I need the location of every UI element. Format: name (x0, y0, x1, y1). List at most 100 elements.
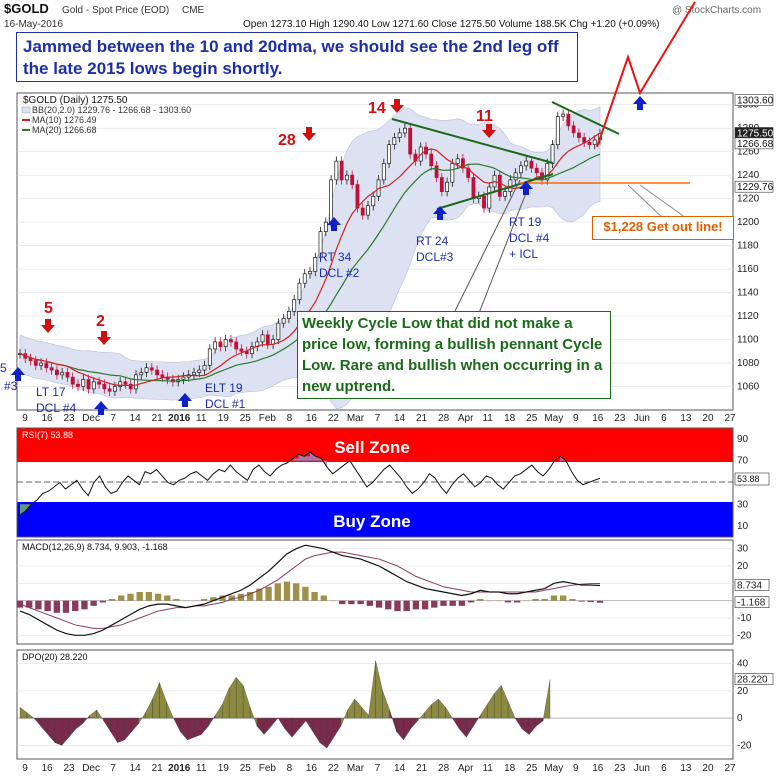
x-tick-label: 9 (22, 413, 28, 424)
x-tick-label: 18 (504, 413, 516, 424)
macd-value-label: -1.168 (737, 598, 766, 609)
marker-label-28: 28 (278, 132, 296, 149)
candle-body (149, 367, 154, 371)
dpo-tick-label: 40 (737, 659, 749, 670)
x-tick-label: 14 (394, 413, 406, 424)
header-name: Gold - Spot Price (EOD) (62, 5, 169, 16)
annotation-rt19: RT 19 (509, 215, 542, 229)
candle-body (524, 160, 529, 167)
candle-body (582, 137, 587, 143)
macd-hist-bar (513, 600, 521, 603)
candle-body (445, 181, 450, 192)
dpo-segment (270, 717, 279, 727)
weekly-cycle-callout: Weekly Cycle Low that did not make a pri… (297, 311, 611, 399)
candle-body (102, 383, 107, 390)
blue-up-arrow (94, 401, 108, 415)
dpo-axis-right: -20 0 20 40 28.220 (734, 659, 774, 751)
dpo-segment (54, 717, 62, 746)
rsi-value-label: 53.88 (737, 474, 760, 484)
header-date: 16-May-2016 (4, 19, 63, 30)
x-tick-label: 2016 (168, 763, 191, 774)
candle-body (545, 163, 550, 181)
candle-body (344, 174, 349, 181)
rsi-frame (16, 427, 734, 538)
candle-body (408, 127, 413, 155)
sell-zone-band (17, 428, 733, 462)
price-x-axis: 9 16 23 Dec 7 14 21 2016 11 19 25 Feb 8 16 22 Mar 7 14 21 2… (22, 413, 736, 424)
macd-hist-bar (173, 598, 180, 601)
candle-body (213, 341, 218, 350)
headline-text: Jammed between the 10 and 20dma, we shou… (23, 37, 559, 78)
annotation-icl: + ICL (509, 247, 538, 261)
x-tick-label: 11 (482, 413, 493, 424)
macd-hist-bar (320, 595, 327, 601)
macd-value-box (734, 579, 770, 591)
blue-up-arrow (633, 96, 647, 110)
x-tick-label: Apr (458, 763, 474, 774)
candle-body (207, 348, 212, 366)
candle-body (550, 144, 555, 164)
x-tick-label: 22 (328, 413, 340, 424)
candle-body (339, 160, 344, 181)
price-tick-label: 1200 (737, 217, 760, 228)
red-down-arrow (41, 319, 55, 333)
x-tick-label: 27 (724, 763, 736, 774)
x-tick-label: 21 (416, 763, 428, 774)
x-tick-label: 9 (22, 763, 28, 774)
macd-hist-bar (219, 595, 226, 601)
dpo-segment (445, 706, 453, 719)
macd-hist-bar (569, 598, 576, 601)
macd-hist-bar (486, 600, 493, 602)
x-tick-label: 11 (196, 763, 207, 774)
dpo-segment (508, 701, 516, 719)
candle-body (128, 383, 133, 390)
blue-up-arrow (519, 181, 533, 195)
macd-hist-bar (164, 595, 171, 601)
candle-body (281, 318, 286, 324)
x-tick-label: 11 (196, 413, 207, 424)
candle-body (86, 379, 91, 390)
header-exchange: CME (182, 5, 205, 16)
candle-body (76, 383, 80, 387)
macd-frame (16, 539, 734, 645)
macd-label: MACD(12,26,9) 8.734, 9.903, -1.168 (22, 542, 168, 552)
candle-body (350, 174, 355, 185)
macd-hist-bar (385, 600, 392, 610)
annotation-elt19: ELT 19 (205, 381, 243, 395)
candle-body (381, 163, 386, 181)
macd-grid (17, 548, 733, 636)
red-down-arrow (390, 99, 404, 113)
candle-body (566, 113, 571, 127)
candle-body (439, 177, 444, 192)
x-tick-label: 6 (661, 413, 667, 424)
x-tick-label: 8 (287, 413, 293, 424)
macd-hist-bar (366, 600, 374, 606)
candle-body (33, 360, 38, 366)
price-value-box (734, 180, 774, 193)
candle-body (302, 273, 307, 284)
price-tick-label: 1160 (737, 264, 759, 275)
chart-header: $GOLD Gold - Spot Price (EOD) CME @ Stoc… (4, 1, 761, 30)
callout-pointer-2 (478, 187, 529, 314)
macd-tick-label: 20 (737, 561, 749, 572)
x-tick-label: 23 (64, 413, 76, 424)
candle-body (387, 144, 392, 164)
candle-body (323, 221, 328, 232)
x-tick-label: 6 (661, 763, 667, 774)
pennant-lower-line (436, 173, 554, 210)
blue-up-arrow (11, 367, 25, 381)
macd-hist-bar (246, 592, 254, 601)
price-tick-label: 1060 (737, 382, 760, 393)
rsi-panel: Sell Zone Buy Zone RSI(7) 53.88 10305070… (16, 427, 770, 538)
x-tick-label: 16 (41, 413, 53, 424)
x-tick-label: 20 (702, 763, 714, 774)
buy-zone-band (17, 502, 733, 537)
macd-hist-bar (578, 600, 585, 602)
macd-hist-bar (256, 588, 263, 601)
macd-hist-bar (191, 600, 199, 602)
macd-hist-bar (99, 600, 107, 603)
candle-body (434, 165, 439, 178)
candle-body (503, 191, 508, 197)
x-tick-label: Jun (634, 413, 650, 424)
